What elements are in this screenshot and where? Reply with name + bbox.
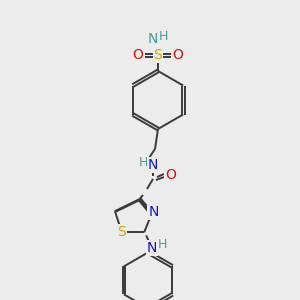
Text: N: N — [148, 205, 159, 219]
Text: H: H — [158, 238, 167, 251]
Text: N: N — [148, 32, 158, 46]
Text: H: H — [138, 157, 148, 169]
Text: H: H — [158, 31, 168, 44]
Text: O: O — [172, 48, 183, 62]
Text: S: S — [118, 225, 126, 239]
Text: S: S — [154, 48, 162, 62]
Text: N: N — [147, 242, 158, 255]
Text: N: N — [148, 158, 158, 172]
Text: O: O — [133, 48, 143, 62]
Text: O: O — [166, 168, 176, 182]
